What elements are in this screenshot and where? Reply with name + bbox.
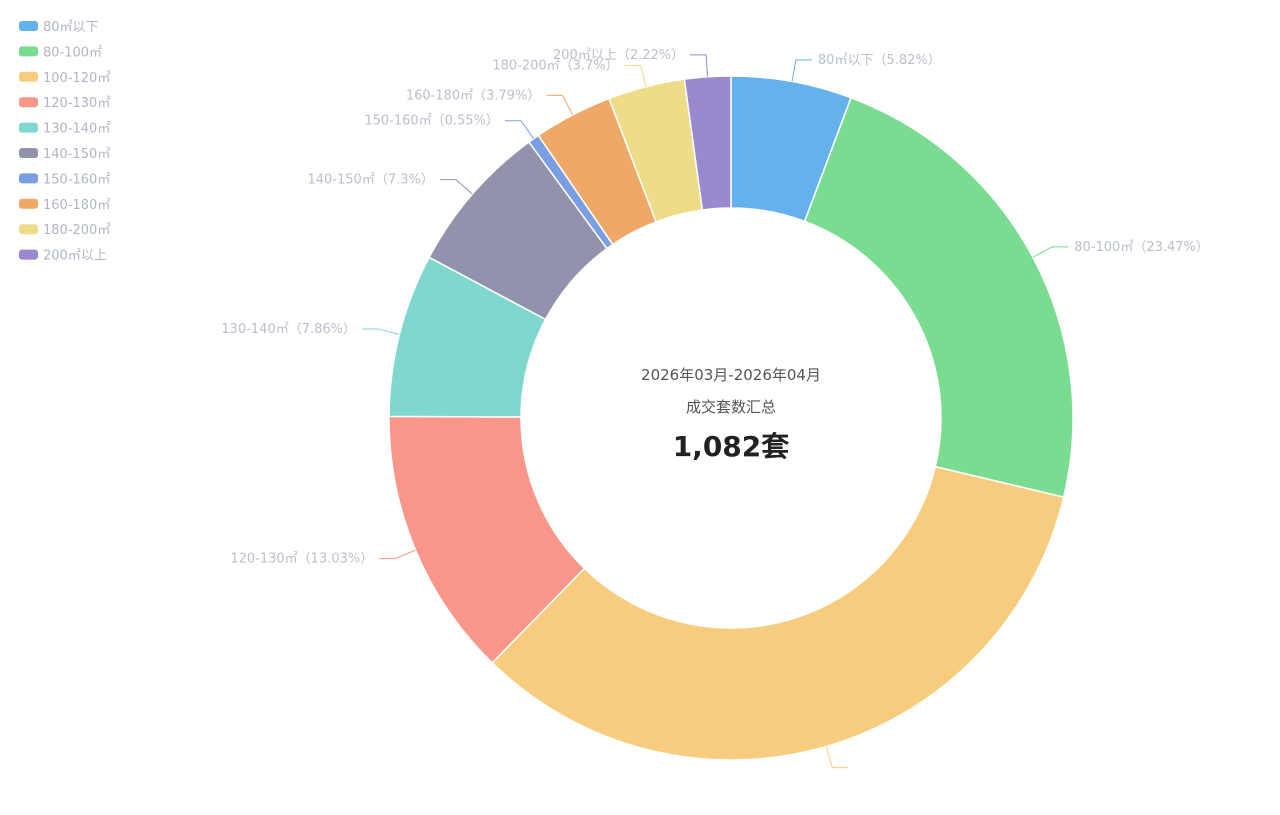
legend-swatch[interactable] [19, 224, 38, 235]
leader-line [624, 64, 647, 87]
legend-label[interactable]: 200㎡以上 [43, 249, 107, 264]
slice-label: 130-140㎡（7.86%） [221, 322, 356, 337]
legend-swatch[interactable] [19, 97, 38, 108]
leader-line [825, 746, 849, 769]
legend-swatch[interactable] [19, 46, 38, 57]
legend: 80㎡以下 80-100㎡ 100-120㎡ 120-130㎡ 130-140㎡ 140-… [19, 20, 110, 264]
legend-label[interactable]: 100-120㎡ [43, 71, 110, 86]
leader-line [504, 120, 535, 139]
leader-line [379, 549, 416, 560]
center-total: 1,082套 [673, 430, 791, 463]
slice-label: 180-200㎡（3.7%） [492, 58, 618, 73]
legend-label[interactable]: 140-150㎡ [43, 147, 110, 162]
legend-swatch[interactable] [19, 71, 38, 82]
leader-line [362, 328, 400, 335]
slice-label: 80㎡以下（5.82%） [818, 53, 941, 68]
slice-label: 80-100㎡（23.47%） [1074, 240, 1209, 255]
legend-swatch[interactable] [19, 249, 38, 260]
center-period: 2026年03月-2026年04月 [641, 366, 821, 384]
legend-label[interactable]: 80㎡以下 [43, 20, 99, 35]
donut-slice[interactable] [803, 96, 1074, 499]
legend-label[interactable]: 160-180㎡ [43, 198, 110, 213]
center-caption: 成交套数汇总 [686, 398, 776, 416]
slice-label: 200㎡以上（2.22%） [553, 48, 684, 63]
leader-line [1032, 246, 1069, 258]
donut-slice[interactable] [683, 75, 732, 211]
leader-line [690, 54, 709, 77]
center-summary: 2026年03月-2026年04月 成交套数汇总 1,082套 [641, 366, 821, 463]
slice-label: 150-160㎡（0.55%） [364, 114, 499, 129]
legend-swatch[interactable] [19, 173, 38, 184]
legend-swatch[interactable] [19, 198, 38, 209]
legend-swatch[interactable] [19, 21, 38, 31]
legend-swatch[interactable] [19, 122, 38, 133]
legend-label[interactable]: 120-130㎡ [43, 96, 110, 111]
legend-label[interactable]: 80-100㎡ [43, 45, 102, 60]
legend-label[interactable]: 130-140㎡ [43, 122, 110, 137]
legend-label[interactable]: 150-160㎡ [43, 172, 110, 187]
slice-label: 160-180㎡（3.79%） [406, 88, 541, 103]
legend-label[interactable]: 180-200㎡ [43, 223, 110, 238]
slice-labels: 80㎡以下（5.82%） 80-100㎡（23.47%） 120-130㎡（13.0… [221, 48, 1209, 769]
donut-slice[interactable] [491, 465, 1065, 761]
leader-line [546, 94, 574, 116]
leader-line [439, 179, 473, 195]
slice-label: 140-150㎡（7.3%） [308, 173, 434, 188]
leader-line [791, 59, 812, 82]
donut-slices [388, 75, 1074, 761]
legend-swatch[interactable] [19, 148, 38, 158]
slice-label: 120-130㎡（13.03%） [230, 552, 373, 567]
